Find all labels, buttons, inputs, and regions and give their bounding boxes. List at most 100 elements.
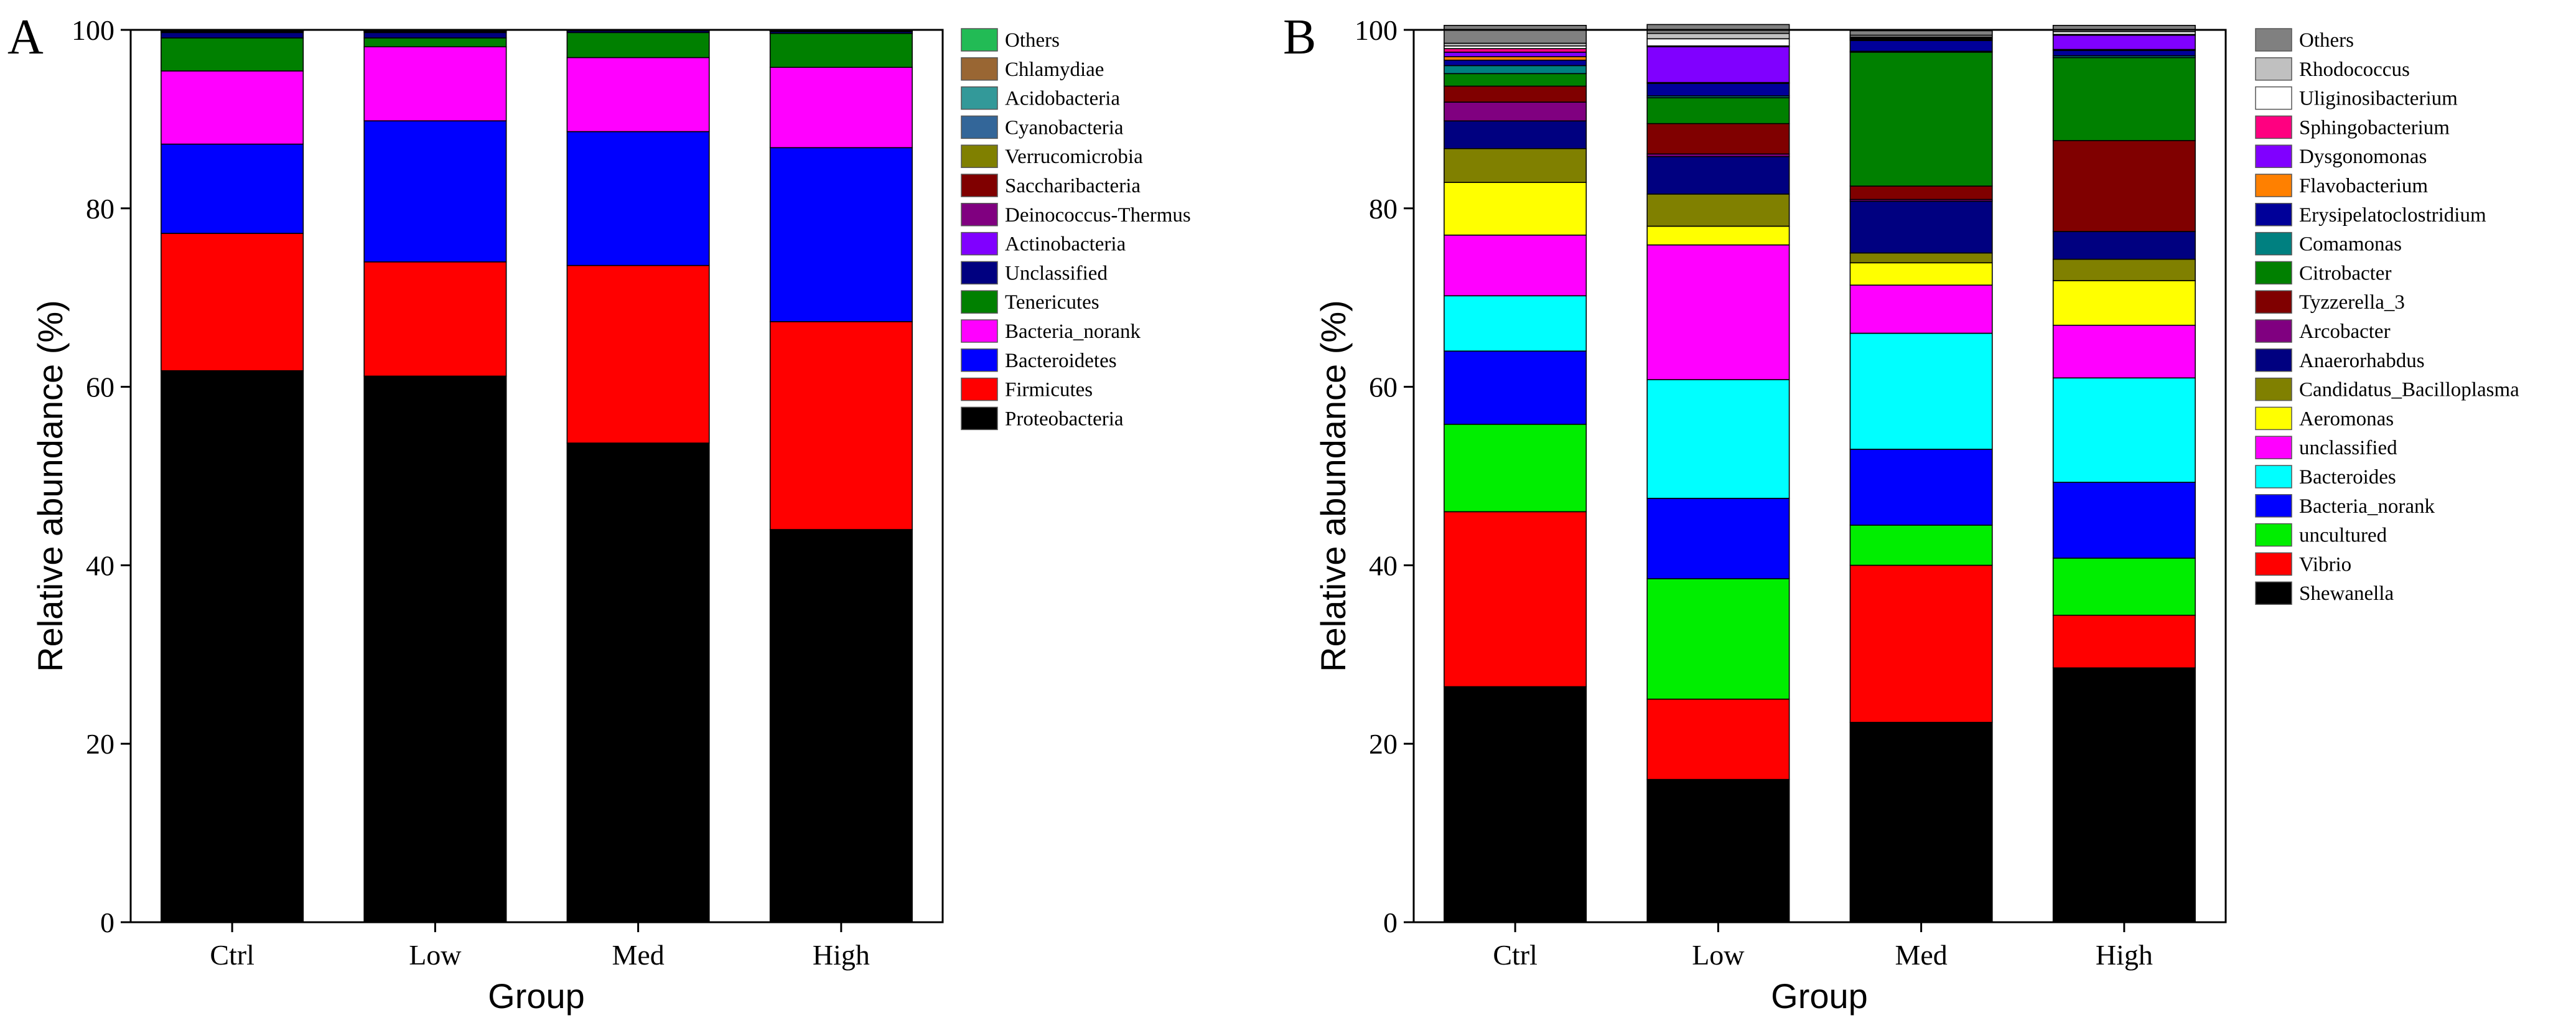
panel-b-bar-low-15 bbox=[1646, 46, 1790, 83]
panel-a-bar-high-3 bbox=[769, 67, 913, 149]
panel-a-bar-med-3 bbox=[566, 57, 710, 133]
panel-b-legend-label: Citrobacter bbox=[2299, 262, 2391, 284]
panel-a-legend-label: Proteobacteria bbox=[1005, 408, 1124, 430]
panel-b-legend-swatch bbox=[2255, 406, 2292, 431]
panel-b-legend-swatch bbox=[2255, 581, 2292, 605]
panel-a-x-axis-title: Group bbox=[488, 976, 585, 1016]
panel-b-bar-low-18 bbox=[1646, 32, 1790, 40]
panel-a-x-tick-label: Med bbox=[612, 939, 664, 971]
panel-b-y-tick-label: 100 bbox=[1355, 14, 1398, 46]
panel-b-legend-swatch bbox=[2255, 348, 2292, 372]
panel-b-x-axis-title: Group bbox=[1771, 976, 1868, 1016]
panel-a-legend-swatch bbox=[961, 261, 998, 285]
panel-b-bar-high-2 bbox=[2052, 558, 2196, 616]
panel-b-legend-label: Shewanella bbox=[2299, 582, 2394, 605]
panel-a-letter: A bbox=[7, 10, 44, 65]
panel-a-y-axis-title: Relative abundance (%) bbox=[30, 300, 70, 672]
panel-a-bar-low-3 bbox=[363, 46, 507, 121]
panel-a-plot-frame bbox=[129, 29, 944, 923]
panel-a-legend-swatch bbox=[961, 319, 998, 343]
panel-a-y-tick-label: 20 bbox=[86, 728, 114, 760]
panel-b-legend-swatch bbox=[2255, 436, 2292, 459]
panel-a-bar-high-1 bbox=[769, 321, 913, 530]
panel-a-legend-label: Tenericutes bbox=[1005, 291, 1099, 314]
panel-a-bar-med-1 bbox=[566, 264, 710, 444]
panel-b-bar-ctrl-12 bbox=[1444, 65, 1587, 75]
panel-b-y-axis-title: Relative abundance (%) bbox=[1314, 300, 1353, 672]
panel-a-x-tick-label: Ctrl bbox=[210, 939, 254, 971]
panel-b-legend-label: Sphingobacterium bbox=[2299, 116, 2450, 139]
panel-a-chart: A Relative abundance (%) Group Ctrl Low Me… bbox=[7, 10, 1191, 1016]
panel-b-legend-label: Candidatus_Bacilloplasma bbox=[2299, 379, 2519, 401]
panel-b-legend-swatch bbox=[2255, 552, 2292, 576]
panel-b-bar-med-11 bbox=[1849, 52, 1993, 187]
panel-a-legend: Others Chlamydiae Acidobacteria Cyanobacter… bbox=[961, 28, 1191, 431]
panel-a-legend-label: Unclassified bbox=[1005, 262, 1108, 284]
panel-b-bar-ctrl-19 bbox=[1444, 24, 1587, 44]
panel-b-bar-ctrl-16 bbox=[1444, 48, 1587, 53]
panel-b-y-tick-label: 80 bbox=[1369, 193, 1398, 225]
panel-a-y-tick-label: 60 bbox=[86, 371, 114, 403]
panel-b-legend-label: Uliginosibacterium bbox=[2299, 88, 2458, 110]
panel-b-bar-high-11 bbox=[2052, 57, 2196, 141]
panel-b-bar-med-1 bbox=[1849, 564, 1993, 723]
panel-b-bar-med-2 bbox=[1849, 525, 1993, 566]
panel-b-bar-med-7 bbox=[1849, 252, 1993, 264]
panel-a-bar-ctrl-1 bbox=[161, 233, 304, 371]
panel-a-y-tick-label: 80 bbox=[86, 193, 114, 225]
panel-b-legend-label: Tyzzerella_3 bbox=[2299, 291, 2405, 314]
panel-a-legend-swatch bbox=[961, 406, 998, 431]
panel-a-legend-label: Verrucomicrobia bbox=[1005, 146, 1143, 168]
panel-b-legend-swatch bbox=[2255, 203, 2292, 227]
panel-a-legend-swatch bbox=[961, 28, 998, 52]
panel-a-bar-high-0 bbox=[769, 529, 913, 923]
panel-b-bar-ctrl-13 bbox=[1444, 60, 1587, 67]
panel-b-plot-area: Ctrl Low Med High 0 20 40 60 80 100 bbox=[1355, 14, 2227, 971]
panel-b-bar-low-1 bbox=[1646, 698, 1790, 780]
panel-b-legend-label: Erysipelatoclostridium bbox=[2299, 204, 2486, 227]
panel-b-bar-low-7 bbox=[1646, 194, 1790, 227]
panel-b-legend-label: Bacteria_norank bbox=[2299, 495, 2435, 518]
panel-a-bar-ctrl-3 bbox=[161, 70, 304, 145]
panel-a-bar-low-0 bbox=[363, 375, 507, 923]
panel-a-y-tick-label: 0 bbox=[100, 907, 114, 938]
panel-b-legend-label: unclassified bbox=[2299, 437, 2397, 459]
panel-b-bar-high-0 bbox=[2052, 667, 2196, 923]
panel-a-bar-low-5 bbox=[363, 32, 507, 39]
panel-b-legend: Others Rhodococcus Uliginosibacterium Sphin… bbox=[2255, 28, 2519, 605]
panel-b-y-tick-label: 40 bbox=[1369, 549, 1398, 581]
panel-b-bar-ctrl-1 bbox=[1444, 511, 1587, 688]
panel-b-y-tick-label: 0 bbox=[1383, 907, 1398, 938]
panel-b-bar-low-4 bbox=[1646, 379, 1790, 499]
panel-a-legend-label: Cyanobacteria bbox=[1005, 116, 1124, 139]
panel-b-x-tick-label: High bbox=[2096, 939, 2153, 971]
panel-a-bar-high-4 bbox=[769, 32, 913, 68]
panel-b-legend-label: Dysgonomonas bbox=[2299, 146, 2427, 168]
panel-b-legend-swatch bbox=[2255, 523, 2292, 547]
panel-b-bar-ctrl-15 bbox=[1444, 52, 1587, 57]
panel-b-bar-low-3 bbox=[1646, 498, 1790, 579]
panel-a-bar-med-0 bbox=[566, 442, 710, 923]
panel-a-legend-label: Saccharibacteria bbox=[1005, 175, 1141, 197]
panel-b-bar-high-15 bbox=[2052, 34, 2196, 50]
panel-a-bar-ctrl-4 bbox=[161, 37, 304, 72]
panel-b-bar-ctrl-3 bbox=[1444, 350, 1587, 425]
panel-b-bar-low-0 bbox=[1646, 778, 1790, 923]
panel-b-bar-low-11 bbox=[1646, 97, 1790, 124]
panel-b-legend-label: Rhodococcus bbox=[2299, 58, 2410, 81]
panel-a-legend-swatch bbox=[961, 174, 998, 197]
panel-b-chart: B Relative abundance (%) Group Ctrl Low Me… bbox=[1283, 10, 2519, 1016]
panel-a-bar-low-1 bbox=[363, 261, 507, 377]
panel-a-bar-med-4 bbox=[566, 32, 710, 58]
panel-b-bar-ctrl-8 bbox=[1444, 120, 1587, 149]
panel-b-legend-swatch bbox=[2255, 494, 2292, 518]
panel-b-bar-med-8 bbox=[1849, 200, 1993, 254]
panel-b-bar-ctrl-7 bbox=[1444, 147, 1587, 183]
panel-a-legend-swatch bbox=[961, 203, 998, 227]
panel-a-legend-swatch bbox=[961, 377, 998, 401]
panel-a-legend-label: Actinobacteria bbox=[1005, 233, 1126, 256]
panel-b-bar-high-1 bbox=[2052, 614, 2196, 669]
panel-a-x-tick-label: Low bbox=[409, 939, 462, 971]
panel-b-bar-med-5 bbox=[1849, 284, 1993, 334]
panel-b-bar-low-5 bbox=[1646, 244, 1790, 380]
